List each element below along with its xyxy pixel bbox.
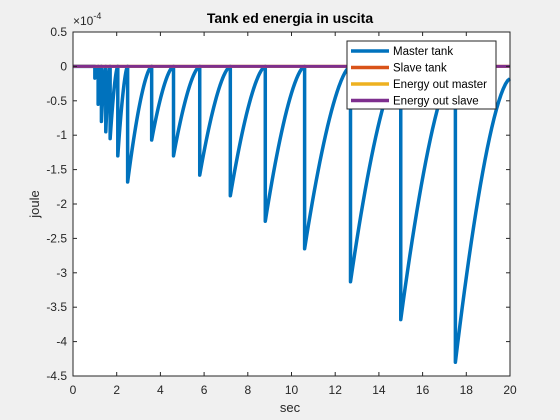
legend-entry-label: Energy out master <box>393 79 487 91</box>
x-tick-label: 2 <box>113 383 120 397</box>
y-tick-label: 0.5 <box>50 25 67 39</box>
y-tick-label: -0.5 <box>46 94 67 108</box>
x-tick-label: 4 <box>157 383 164 397</box>
y-tick-label: -2.5 <box>46 231 67 245</box>
chart-title: Tank ed energia in uscita <box>207 10 373 26</box>
x-tick-label: 8 <box>244 383 251 397</box>
legend-entry-label: Energy out slave <box>393 96 479 108</box>
x-tick-label: 10 <box>285 383 299 397</box>
y-tick-label: -3 <box>56 266 67 280</box>
y-tick-label: -2 <box>56 197 67 211</box>
y-axis-label: joule <box>27 190 42 218</box>
x-tick-label: 16 <box>416 383 430 397</box>
x-tick-label: 0 <box>70 383 77 397</box>
legend-entries: Master tank Slave tank Energy out master En… <box>351 46 487 108</box>
legend: Master tank Slave tank Energy out master En… <box>346 40 497 110</box>
legend-entry-label: Slave tank <box>393 63 447 75</box>
x-tick-label: 14 <box>372 383 386 397</box>
y-tick-label: -3.5 <box>46 300 67 314</box>
y-exponent-label: ×10-4 <box>73 11 101 28</box>
y-exponent-power: -4 <box>93 11 101 21</box>
axes-layer: 0 2 4 6 8 10 12 14 16 18 20 0.5 0 -0.5 -1 -1.5 -2 -2.5 -3 -… <box>46 25 517 397</box>
x-tick-label: 12 <box>329 383 343 397</box>
y-exponent-base: ×10 <box>73 14 94 28</box>
y-tick-label: -1 <box>56 128 67 142</box>
x-axis-label: sec <box>280 400 301 415</box>
legend-entry-label: Master tank <box>393 46 453 58</box>
y-tick-label: -4 <box>56 335 67 349</box>
x-tick-label: 20 <box>503 383 517 397</box>
y-tick-label: -1.5 <box>46 163 67 177</box>
x-tick-label: 6 <box>201 383 208 397</box>
y-tick-label: 0 <box>60 59 67 73</box>
x-tick-label: 18 <box>460 383 474 397</box>
y-tick-label: -4.5 <box>46 369 67 383</box>
